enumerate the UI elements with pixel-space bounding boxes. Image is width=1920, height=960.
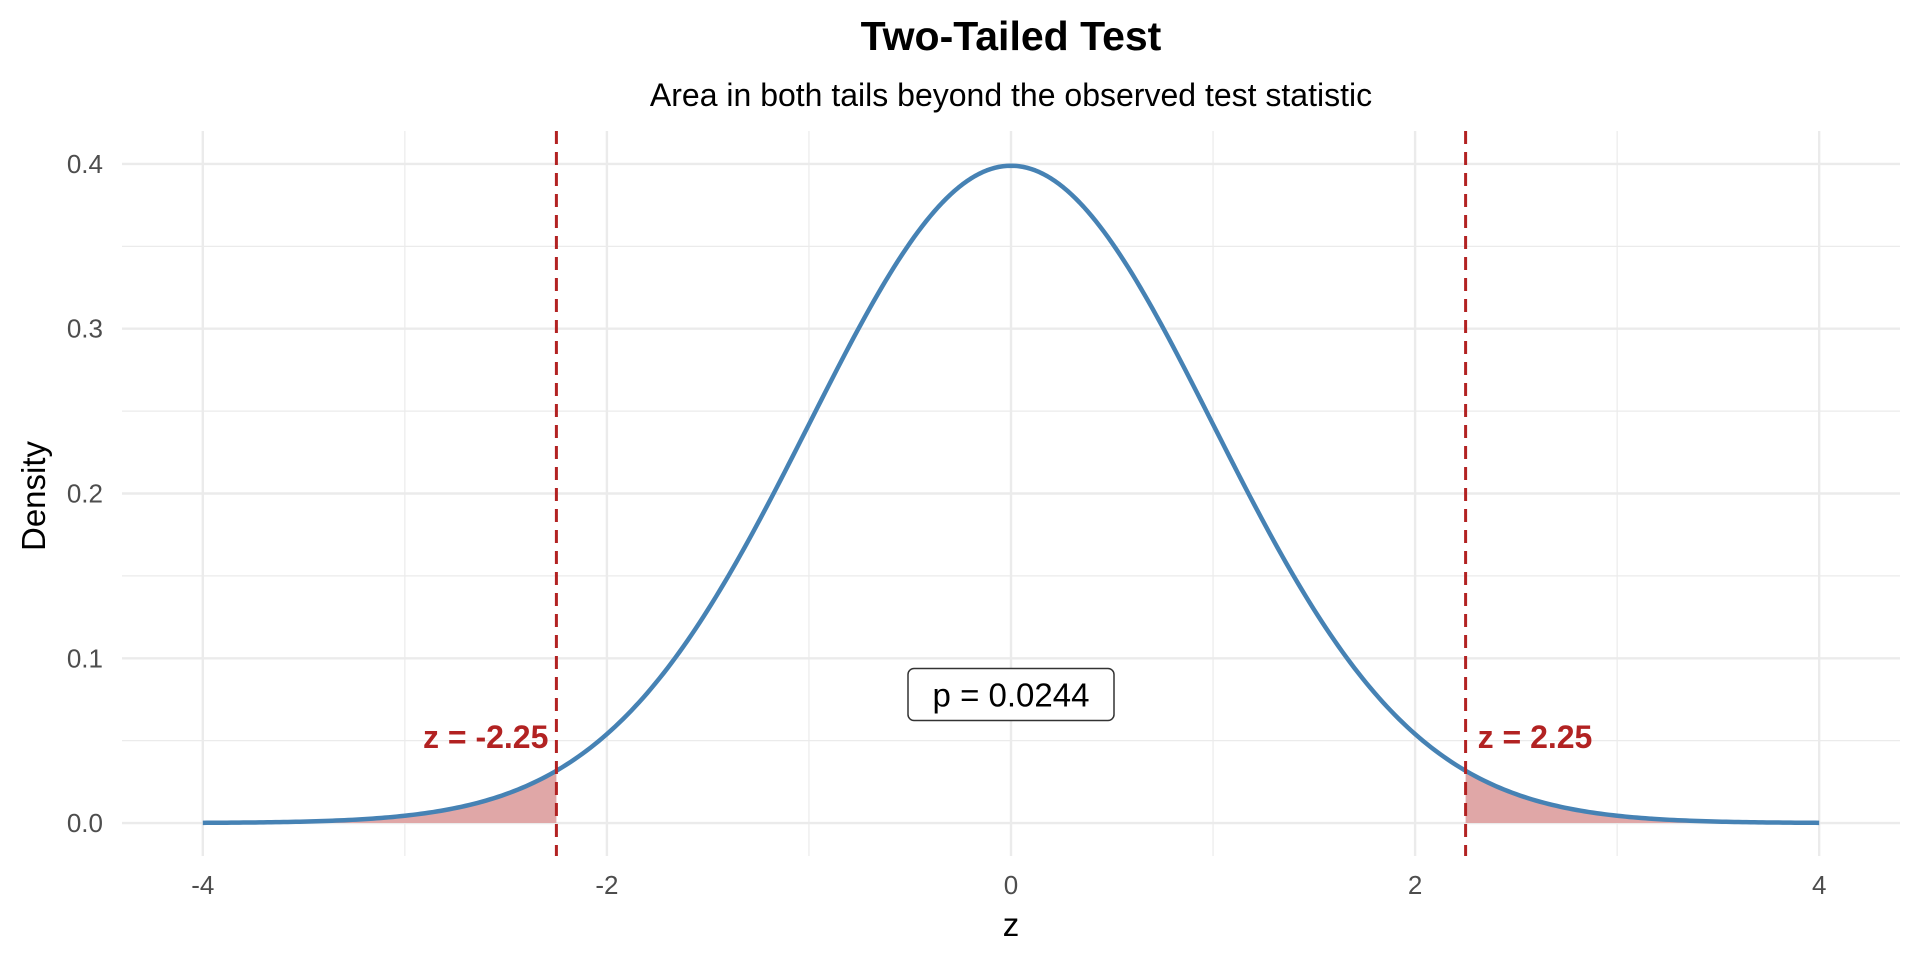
y-tick-labels: 0.0 0.1 0.2 0.3 0.4 [67,149,103,838]
x-tick-label: 4 [1812,870,1826,900]
tail-area [202,770,557,824]
density-curve [202,163,1820,826]
grid [122,131,1900,856]
y-tick-label: 0.3 [67,314,103,344]
x-axis-title: z [1003,906,1020,943]
y-tick-label: 0.1 [67,643,103,673]
tail-area [1465,770,1820,824]
y-tick-label: 0.0 [67,808,103,838]
x-tick-label: 0 [1004,870,1018,900]
critical-lines [554,131,1468,856]
p-value-box-border [907,667,1115,722]
z-left-label: z = -2.25 [423,719,548,755]
z-right-label: z = 2.25 [1478,719,1593,755]
x-tick-label: -4 [191,870,214,900]
x-tick-label: 2 [1408,870,1422,900]
p-value-box: p = 0.0244 [907,667,1115,722]
chart-subtitle: Area in both tails beyond the observed t… [650,77,1372,113]
x-tick-label: -2 [595,870,618,900]
y-axis-title: Density [15,440,52,551]
density-curve-layer [202,163,1820,826]
p-value-label: p = 0.0244 [933,677,1090,714]
y-tick-label: 0.2 [67,479,103,509]
chart-title: Two-Tailed Test [861,13,1162,59]
tail-shading [202,770,1820,824]
y-tick-label: 0.4 [67,149,103,179]
x-tick-labels: -4 -2 0 2 4 [191,870,1826,900]
